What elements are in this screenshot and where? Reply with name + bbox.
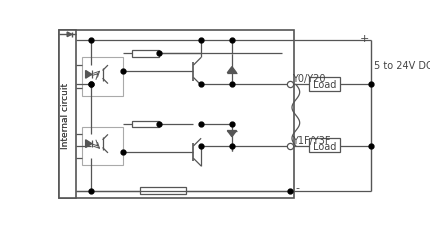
Bar: [139, 187, 186, 194]
Text: -: -: [296, 182, 300, 192]
Text: 5 to 24V DC: 5 to 24V DC: [375, 61, 430, 71]
Polygon shape: [227, 131, 236, 137]
Polygon shape: [86, 140, 92, 148]
Bar: [58, 31, 294, 198]
Polygon shape: [227, 67, 236, 74]
Bar: [132, 121, 159, 128]
Text: Load: Load: [313, 141, 336, 151]
Text: Internal circuit: Internal circuit: [61, 83, 70, 149]
Bar: [82, 127, 123, 166]
Text: Internal circuit: Internal circuit: [61, 83, 70, 149]
Bar: [309, 77, 340, 91]
Text: Load: Load: [313, 80, 336, 90]
Bar: [132, 50, 159, 57]
Bar: [309, 139, 340, 153]
Bar: [82, 58, 123, 96]
Bar: [58, 31, 76, 198]
Text: Y0/Y20: Y0/Y20: [292, 74, 326, 84]
Text: Y1F/Y3F: Y1F/Y3F: [292, 135, 331, 145]
Text: +: +: [359, 34, 369, 44]
Polygon shape: [86, 71, 92, 79]
Polygon shape: [67, 33, 72, 38]
